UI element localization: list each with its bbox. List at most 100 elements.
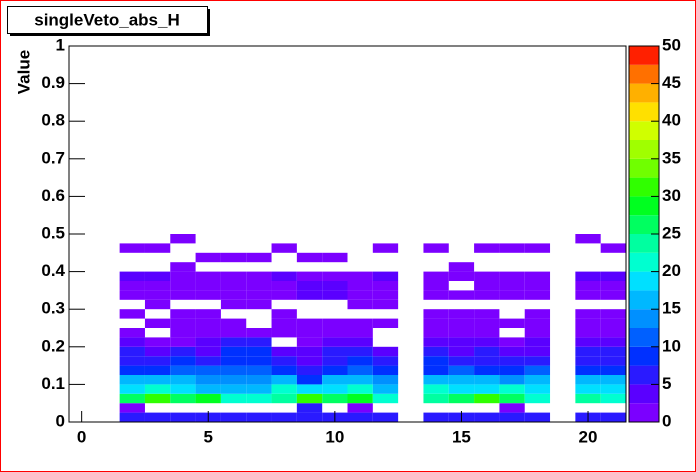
cell (296, 393, 323, 404)
cell (474, 318, 500, 328)
cell (423, 375, 449, 385)
cell (296, 412, 323, 422)
cell (119, 337, 145, 347)
cell (119, 281, 145, 291)
palette-band (629, 328, 659, 347)
y-tick-label: 0.8 (41, 111, 65, 130)
cell (144, 365, 171, 375)
cell (246, 271, 272, 281)
palette-band (629, 196, 659, 216)
cell (423, 281, 449, 291)
palette-band (629, 102, 659, 122)
cell (575, 365, 601, 375)
cell (474, 309, 500, 319)
x-tick-label: 5 (204, 427, 213, 446)
cell (170, 281, 196, 291)
palette-band (629, 234, 659, 253)
cell (600, 281, 626, 291)
cell (423, 365, 449, 375)
cell (246, 290, 272, 300)
cell (575, 290, 601, 300)
palette-band (629, 121, 659, 140)
cell (524, 393, 551, 404)
cell (170, 271, 196, 281)
cell (499, 403, 525, 413)
z-tick-label: 35 (662, 148, 681, 167)
cell (524, 328, 551, 338)
cell (220, 346, 247, 357)
cell (600, 375, 626, 385)
cell (220, 337, 247, 347)
cell (246, 252, 272, 263)
cell (575, 384, 601, 394)
cell (195, 365, 221, 375)
cell (347, 346, 373, 357)
cell (195, 346, 221, 357)
cell (170, 346, 196, 357)
cell (474, 384, 500, 394)
cell (322, 337, 348, 347)
cell (271, 375, 297, 385)
cell (170, 328, 196, 338)
cell (144, 412, 171, 422)
cell (372, 318, 399, 328)
cell (170, 384, 196, 394)
cell (119, 356, 145, 366)
palette-band (629, 177, 659, 197)
z-tick-label: 30 (662, 186, 681, 205)
cell (499, 384, 525, 394)
y-tick-label: 0.6 (41, 186, 65, 205)
cell (246, 384, 272, 394)
cell (372, 290, 399, 300)
cell (119, 346, 145, 357)
cell (423, 412, 449, 422)
cell (524, 318, 551, 328)
cell (271, 384, 297, 394)
cell (448, 375, 475, 385)
cell (144, 337, 171, 347)
cell (575, 393, 601, 404)
cell (195, 318, 221, 328)
cell (474, 356, 500, 366)
cell (423, 318, 449, 328)
cell (600, 384, 626, 394)
palette-band (629, 271, 659, 291)
z-tick-label: 20 (662, 261, 681, 280)
cell (119, 393, 145, 404)
z-tick-label: 40 (662, 111, 681, 130)
cell (499, 318, 525, 328)
cell (170, 356, 196, 366)
cell (322, 290, 348, 300)
cell (296, 318, 323, 328)
cell (474, 346, 500, 357)
cell (423, 328, 449, 338)
cell (347, 281, 373, 291)
cell (322, 346, 348, 357)
cell (347, 337, 373, 347)
cell (119, 309, 145, 319)
cell (372, 271, 399, 281)
cell (372, 299, 399, 310)
cell (372, 281, 399, 291)
cell (524, 281, 551, 291)
palette-band (629, 83, 659, 103)
cell (296, 346, 323, 357)
palette-band (629, 46, 659, 65)
palette-band (629, 403, 659, 422)
cell (195, 356, 221, 366)
cell (195, 375, 221, 385)
cell (448, 337, 475, 347)
cell (271, 243, 297, 253)
cell (170, 318, 196, 328)
cell (195, 384, 221, 394)
cell (474, 393, 500, 404)
cell (575, 375, 601, 385)
palette-band (629, 290, 659, 310)
cell (322, 384, 348, 394)
x-tick-label: 15 (452, 427, 471, 446)
cell (322, 252, 348, 263)
cell (372, 365, 399, 375)
cell (347, 393, 373, 404)
cell (296, 281, 323, 291)
